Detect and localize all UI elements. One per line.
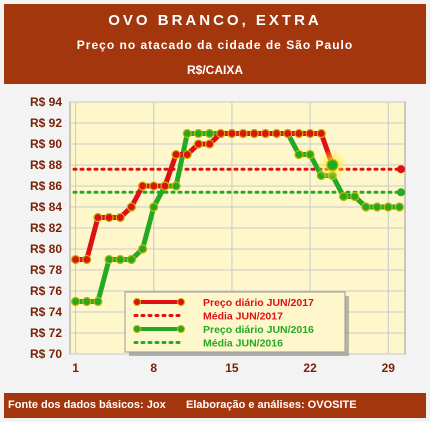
y-tick-label: R$ 90 (30, 137, 62, 151)
data-point-2016 (126, 254, 137, 265)
data-point-2017 (204, 139, 215, 149)
data-point-2016 (204, 128, 215, 139)
data-point-2016 (338, 191, 349, 202)
legend-swatch-marker (133, 298, 141, 306)
data-point-2016 (294, 149, 304, 160)
data-point-2017 (294, 128, 304, 139)
data-point-2017 (260, 128, 271, 139)
y-tick-label: R$ 74 (30, 305, 62, 319)
data-point-2017 (227, 128, 237, 139)
y-tick-label: R$ 80 (30, 242, 62, 256)
data-point-2016 (171, 181, 181, 191)
data-point-2017 (182, 149, 192, 160)
y-tick-label: R$ 78 (30, 263, 62, 277)
data-point-2017 (271, 128, 282, 139)
data-point-2017 (249, 128, 259, 139)
x-tick-label: 22 (303, 361, 317, 375)
data-point-2017 (193, 139, 204, 149)
data-point-2016 (137, 244, 148, 254)
y-tick-label: R$ 88 (30, 158, 62, 172)
data-point-2017 (160, 181, 170, 191)
legend-label: Média JUN/2017 (203, 311, 283, 323)
y-tick-label: R$ 94 (30, 95, 62, 109)
legend-label: Média JUN/2016 (203, 338, 283, 350)
y-tick-label: R$ 70 (30, 347, 62, 361)
chart-footer: Fonte dos dados básicos: Jox Elaboração … (4, 393, 426, 418)
credit-note: Elaboração e análises: OVOSITE (186, 399, 357, 411)
y-tick-label: R$ 72 (30, 326, 62, 340)
legend-swatch-marker (177, 325, 185, 333)
y-tick-label: R$ 86 (30, 179, 62, 193)
y-tick-label: R$ 82 (30, 221, 62, 235)
data-point-2016 (182, 128, 192, 139)
chart-subtitle: Preço no atacado da cidade de São Paulo (76, 38, 354, 52)
data-point-2016 (70, 296, 81, 307)
data-point-2017 (70, 254, 81, 265)
y-tick-label: R$ 76 (30, 284, 62, 298)
last-point-2017 (326, 158, 339, 172)
data-point-2016 (193, 128, 204, 139)
data-point-2016 (82, 296, 92, 307)
data-point-2016 (305, 149, 315, 160)
chart-title: OVO BRANCO, EXTRA (108, 12, 322, 29)
plot-area: R$ 70 R$ 72 R$ 74 R$ 76 R$ 78 R$ 80 R$ 82 R$ 84… (30, 95, 406, 375)
data-point-2017 (93, 212, 103, 223)
data-point-2017 (149, 181, 159, 191)
data-point-2016 (394, 202, 405, 212)
data-point-2017 (216, 128, 226, 139)
legend-label: Preço diário JUN/2017 (203, 297, 314, 309)
data-point-2017 (82, 254, 92, 265)
data-point-2017 (171, 149, 181, 160)
legend-swatch-marker (133, 325, 141, 333)
data-point-2017 (137, 181, 148, 191)
data-point-2017 (305, 128, 315, 139)
data-point-2016 (104, 254, 114, 265)
y-tick-label: R$ 92 (30, 116, 62, 130)
data-point-2017 (238, 128, 248, 139)
data-point-2016 (361, 202, 371, 212)
data-point-2017 (126, 202, 137, 212)
x-tick-label: 15 (225, 361, 239, 375)
data-point-2017 (115, 212, 125, 223)
x-tick-label: 8 (150, 361, 157, 375)
data-point-2016 (115, 254, 125, 265)
data-point-2017 (283, 128, 293, 139)
data-point-2016 (93, 296, 103, 307)
legend-label: Preço diário JUN/2016 (203, 324, 314, 336)
source-note: Fonte dos dados básicos: Jox (8, 399, 166, 411)
legend-swatch-marker (177, 298, 185, 306)
x-tick-label: 1 (72, 361, 79, 375)
data-point-2016 (372, 202, 382, 212)
chart-unit: R$/CAIXA (186, 63, 243, 77)
data-point-2017 (104, 212, 114, 223)
avg-end-dot-2016 (397, 188, 405, 197)
x-tick-label: 29 (382, 361, 396, 375)
data-point-2016 (149, 202, 159, 212)
chart-header: OVO BRANCO, EXTRA Preço no atacado da ci… (4, 4, 426, 84)
avg-end-dot-2017 (397, 165, 405, 174)
y-tick-label: R$ 84 (30, 200, 62, 214)
data-point-2016 (383, 202, 393, 212)
data-point-2017 (316, 128, 326, 139)
data-point-2016 (350, 191, 360, 202)
